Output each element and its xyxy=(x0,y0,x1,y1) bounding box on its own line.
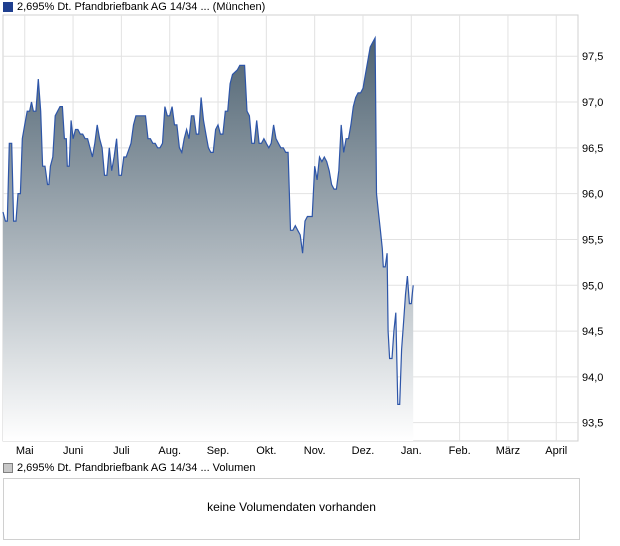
volume-panel: keine Volumendaten vorhanden xyxy=(3,478,580,540)
price-legend: 2,695% Dt. Pfandbriefbank AG 14/34 ... (… xyxy=(3,0,265,14)
price-area xyxy=(3,37,414,442)
price-legend-label: 2,695% Dt. Pfandbriefbank AG 14/34 ... (… xyxy=(17,1,266,13)
y-tick-label: 96,0 xyxy=(582,189,603,201)
no-volume-message: keine Volumendaten vorhanden xyxy=(207,500,376,514)
x-tick-label: Aug. xyxy=(158,445,181,457)
x-tick-labels: Mai Juni Juli Aug. Sep. Okt. Nov. Dez. Jan. Feb. M… xyxy=(16,445,567,457)
x-tick-label: April xyxy=(545,445,567,457)
x-tick-label: Juni xyxy=(63,445,83,457)
x-tick-label: Feb. xyxy=(449,445,471,457)
price-legend-swatch xyxy=(3,2,13,12)
x-tick-label: Sep. xyxy=(207,445,230,457)
y-tick-label: 95,0 xyxy=(582,280,603,292)
volume-legend: 2,695% Dt. Pfandbriefbank AG 14/34 ... V… xyxy=(3,461,256,475)
y-tick-label: 97,5 xyxy=(582,51,603,63)
volume-legend-label: 2,695% Dt. Pfandbriefbank AG 14/34 ... V… xyxy=(17,462,256,474)
x-tick-label: Okt. xyxy=(256,445,276,457)
price-chart: Mai Juni Juli Aug. Sep. Okt. Nov. Dez. Jan. Feb. M… xyxy=(2,14,603,457)
y-tick-label: 97,0 xyxy=(582,97,603,109)
x-tick-label: Jan. xyxy=(401,445,422,457)
x-tick-label: Nov. xyxy=(304,445,326,457)
y-tick-label: 96,5 xyxy=(582,143,603,155)
volume-legend-swatch xyxy=(3,463,13,473)
price-line xyxy=(2,35,414,405)
y-tick-label: 94,5 xyxy=(582,326,603,338)
x-tick-label: März xyxy=(496,445,520,457)
x-tick-label: Dez. xyxy=(352,445,375,457)
x-tick-label: Mai xyxy=(16,445,34,457)
y-tick-label: 94,0 xyxy=(582,372,603,384)
x-tick-label: Juli xyxy=(113,445,130,457)
y-tick-labels: 93,5 94,0 94,5 95,0 95,5 96,0 96,5 97,0 97,5 xyxy=(582,51,603,429)
y-tick-label: 93,5 xyxy=(582,418,603,430)
y-tick-label: 95,5 xyxy=(582,234,603,246)
